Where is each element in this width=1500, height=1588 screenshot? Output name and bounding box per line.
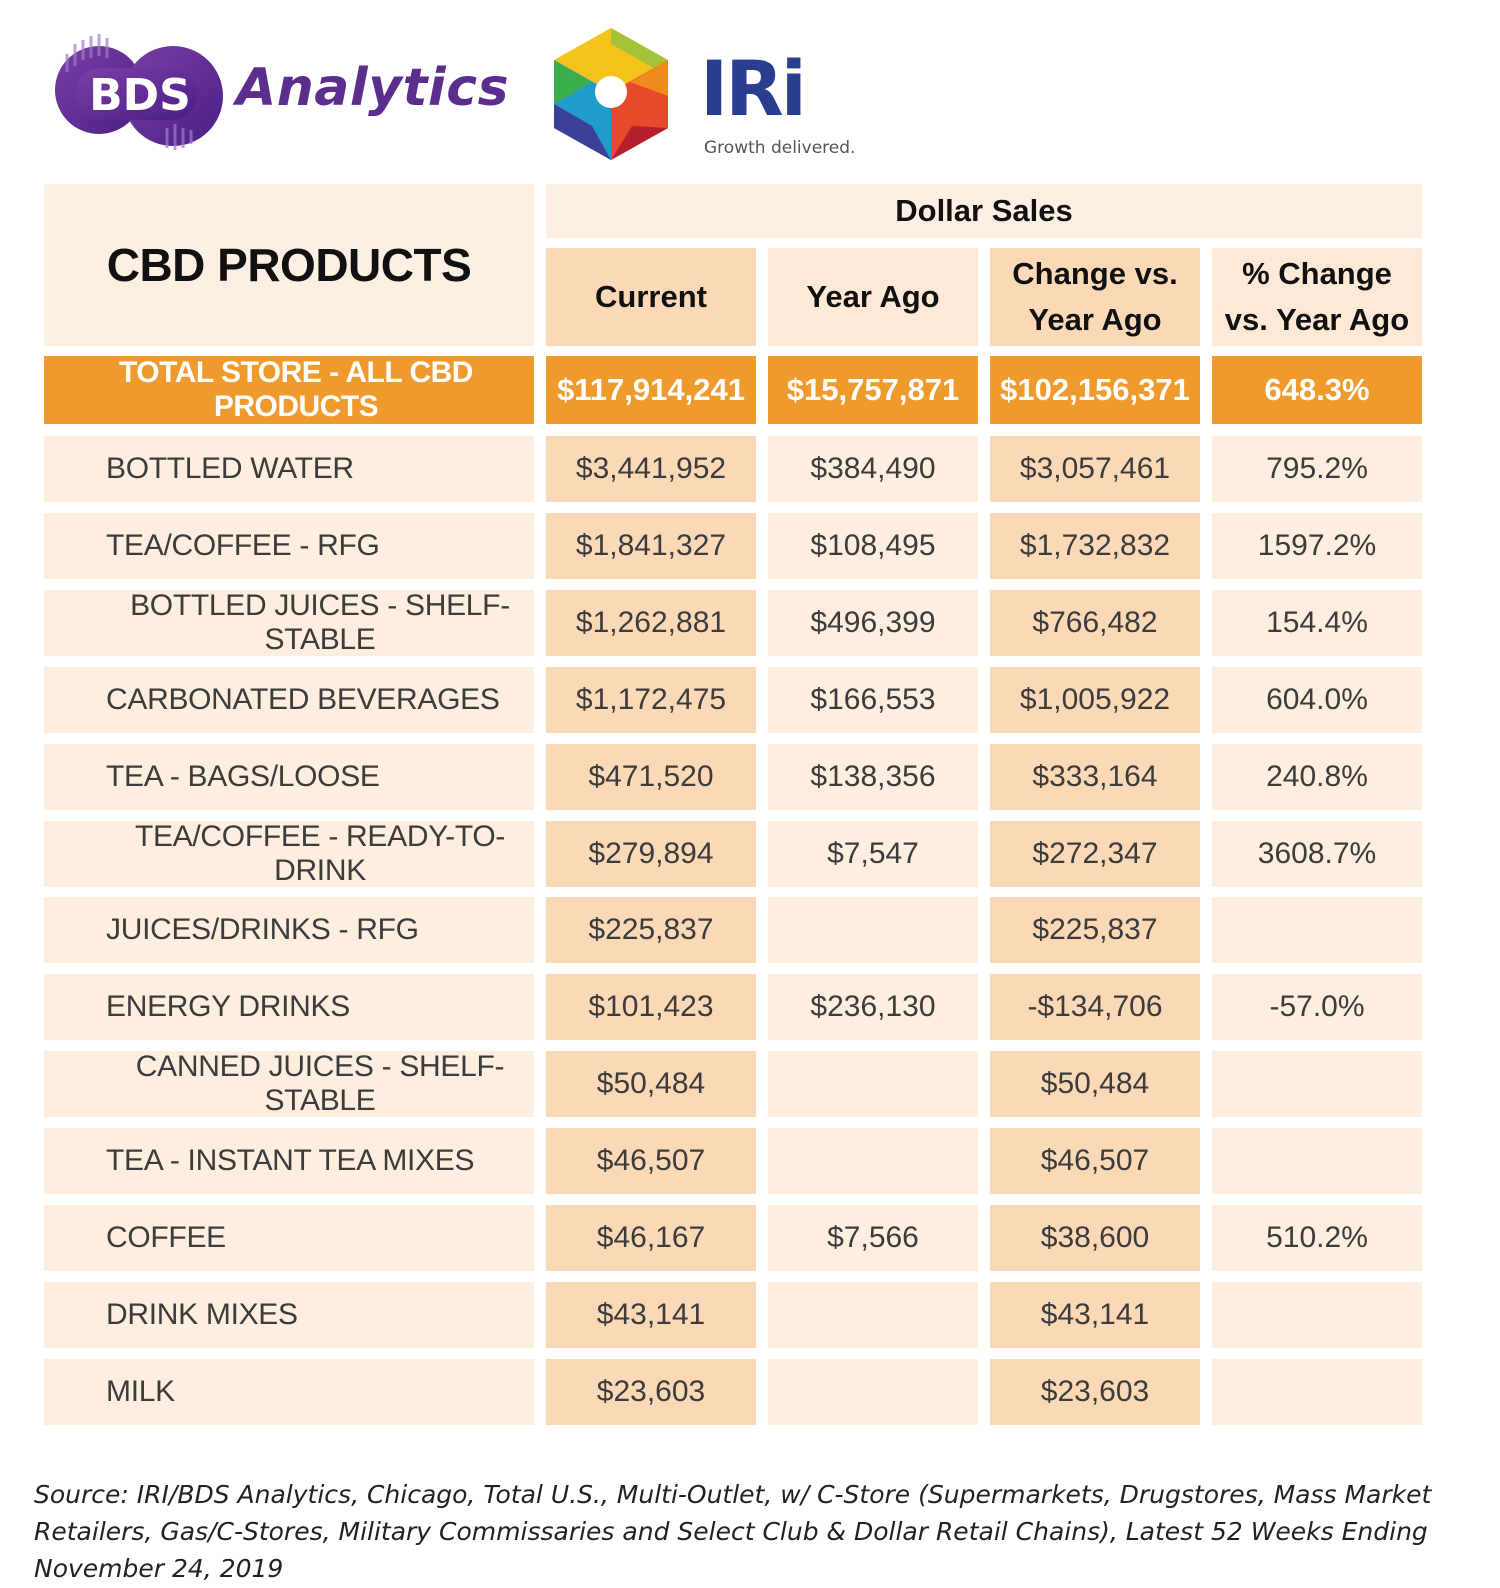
column-header-1: Year Ago	[768, 248, 978, 346]
table-row-value-2: $766,482	[990, 590, 1200, 656]
table-row-value-1: $384,490	[768, 436, 978, 502]
table-row-value-2: $272,347	[990, 821, 1200, 887]
table-row-value-1	[768, 1051, 978, 1117]
table-row-value-3: 795.2%	[1212, 436, 1422, 502]
table-row-value-2: $46,507	[990, 1128, 1200, 1194]
iri-wordmark: IRi	[700, 44, 807, 133]
total-row-value-0: $117,914,241	[546, 356, 756, 424]
table-row-value-3: 154.4%	[1212, 590, 1422, 656]
table-row-value-2: $43,141	[990, 1282, 1200, 1348]
table-row-value-0: $46,507	[546, 1128, 756, 1194]
table-row-label: TEA - INSTANT TEA MIXES	[44, 1128, 534, 1194]
table-row-value-3	[1212, 1128, 1422, 1194]
table-row-value-0: $1,172,475	[546, 667, 756, 733]
table-row-value-3: 3608.7%	[1212, 821, 1422, 887]
table-row-value-2: $225,837	[990, 897, 1200, 963]
group-header-dollar-sales: Dollar Sales	[546, 184, 1422, 238]
table-row-value-1: $7,547	[768, 821, 978, 887]
iri-tagline: Growth delivered.	[704, 138, 856, 158]
table-row-value-1	[768, 1128, 978, 1194]
table-row-value-3	[1212, 1282, 1422, 1348]
total-row-label: TOTAL STORE - ALL CBD PRODUCTS	[44, 356, 534, 424]
table-row-value-0: $46,167	[546, 1205, 756, 1271]
table-row-value-3	[1212, 1359, 1422, 1425]
table-row-value-2: $1,732,832	[990, 513, 1200, 579]
table-row-label: CANNED JUICES - SHELF-STABLE	[44, 1050, 534, 1117]
table-row-label: MILK	[44, 1359, 534, 1425]
logo-bar: BDS Analytics IRi Growth delivered.	[0, 0, 1500, 180]
column-header-3: % Change vs. Year Ago	[1212, 248, 1422, 346]
table-row-value-1: $496,399	[768, 590, 978, 656]
table-row-value-1	[768, 897, 978, 963]
iri-cube-logo	[554, 28, 668, 160]
table-row-value-3: 240.8%	[1212, 744, 1422, 810]
bds-analytics-wordmark: Analytics	[236, 58, 510, 118]
table-row-value-3: 1597.2%	[1212, 513, 1422, 579]
table-row-label: BOTTLED WATER	[44, 436, 534, 502]
table-row-value-0: $1,262,881	[546, 590, 756, 656]
table-row-label: CARBONATED BEVERAGES	[44, 667, 534, 733]
total-row-value-2: $102,156,371	[990, 356, 1200, 424]
table-row-value-1	[768, 1282, 978, 1348]
table-row-value-2: $38,600	[990, 1205, 1200, 1271]
table-row-label: TEA - BAGS/LOOSE	[44, 744, 534, 810]
table-row-value-1: $108,495	[768, 513, 978, 579]
table-row-value-0: $1,841,327	[546, 513, 756, 579]
total-row-value-1: $15,757,871	[768, 356, 978, 424]
bds-mark-text: BDS	[89, 70, 191, 121]
table-row-value-2: $50,484	[990, 1051, 1200, 1117]
column-header-0: Current	[546, 248, 756, 346]
table-row-value-2: $333,164	[990, 744, 1200, 810]
table-title: CBD PRODUCTS	[44, 184, 534, 346]
table-row-value-2: -$134,706	[990, 974, 1200, 1040]
table-row-value-1: $7,566	[768, 1205, 978, 1271]
table-row-value-3	[1212, 897, 1422, 963]
table-row-value-1: $138,356	[768, 744, 978, 810]
table-row-label: BOTTLED JUICES - SHELF-STABLE	[44, 589, 534, 656]
table-row-value-3	[1212, 1051, 1422, 1117]
table-row-value-3: 604.0%	[1212, 667, 1422, 733]
table-row-value-1	[768, 1359, 978, 1425]
source-note: Source: IRI/BDS Analytics, Chicago, Tota…	[34, 1480, 1432, 1583]
table-row-label: TEA/COFFEE - RFG	[44, 513, 534, 579]
table-row-value-0: $23,603	[546, 1359, 756, 1425]
column-header-2: Change vs. Year Ago	[990, 248, 1200, 346]
table-row-label: TEA/COFFEE - READY-TO-DRINK	[44, 820, 534, 887]
table-row-value-0: $225,837	[546, 897, 756, 963]
table-row-value-0: $279,894	[546, 821, 756, 887]
table-row-label: DRINK MIXES	[44, 1282, 534, 1348]
table-row-label: COFFEE	[44, 1205, 534, 1271]
table-row-value-0: $471,520	[546, 744, 756, 810]
table-row-value-3: 510.2%	[1212, 1205, 1422, 1271]
table-row-value-0: $101,423	[546, 974, 756, 1040]
table-row-value-2: $23,603	[990, 1359, 1200, 1425]
bds-analytics-logo: BDS	[55, 34, 223, 150]
table-row-value-0: $50,484	[546, 1051, 756, 1117]
table-row-value-2: $1,005,922	[990, 667, 1200, 733]
table-row-label: ENERGY DRINKS	[44, 974, 534, 1040]
table-row-value-2: $3,057,461	[990, 436, 1200, 502]
total-row-value-3: 648.3%	[1212, 356, 1422, 424]
table-row-value-0: $3,441,952	[546, 436, 756, 502]
table-row-label: JUICES/DRINKS - RFG	[44, 897, 534, 963]
table-row-value-0: $43,141	[546, 1282, 756, 1348]
table-row-value-1: $236,130	[768, 974, 978, 1040]
table-row-value-1: $166,553	[768, 667, 978, 733]
table-row-value-3: -57.0%	[1212, 974, 1422, 1040]
